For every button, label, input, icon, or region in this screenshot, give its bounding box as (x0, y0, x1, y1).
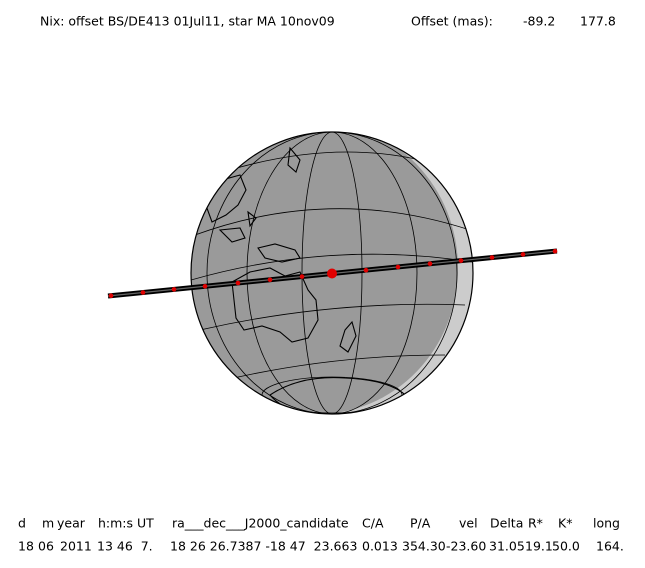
column-header: h:m:s UT (98, 516, 154, 531)
table-cell: 06 (38, 539, 54, 554)
offset-label: Offset (mas): (411, 14, 493, 29)
table-cell: -23.60 (446, 539, 486, 554)
table-cell: 18 26 26.7387 -18 47 23.663 (170, 539, 357, 554)
globe-outline (190, 131, 474, 415)
table-cell: 0.013 (362, 539, 398, 554)
table-cell: 13 46 7. (97, 539, 153, 554)
globe (190, 131, 474, 415)
column-header: Delta (490, 516, 523, 531)
table-cell: 31.05 (489, 539, 525, 554)
offset-x: -89.2 (523, 14, 555, 29)
table-cell: 18 (18, 539, 34, 554)
column-header: R* (528, 516, 543, 531)
column-header: m (42, 516, 54, 531)
column-header: d (18, 516, 26, 531)
column-header: long (593, 516, 620, 531)
table-cell: 19.1 (525, 539, 553, 554)
table-cell: 50.0 (552, 539, 580, 554)
table-cell: 164. (596, 539, 624, 554)
column-header: C/A (362, 516, 384, 531)
track (107, 248, 558, 299)
track-minute-ticks (108, 248, 558, 299)
event-table: d m year h:m:s UT ra___dec___J2000_candidate… (18, 516, 624, 554)
shadow-zone (191, 132, 458, 414)
column-header: vel (459, 516, 478, 531)
column-header: year (57, 516, 86, 531)
offset-y: 177.8 (580, 14, 616, 29)
column-header: P/A (410, 516, 431, 531)
table-cell: 2011 (60, 539, 92, 554)
closest-approach (327, 268, 337, 279)
title: Nix: offset BS/DE413 01Jul11, star MA 10… (40, 14, 335, 29)
column-header: ra___dec___J2000_candidate (172, 516, 349, 531)
graticule (191, 132, 473, 414)
column-header: K* (558, 516, 572, 531)
table-cell: 354.30 (402, 539, 446, 554)
